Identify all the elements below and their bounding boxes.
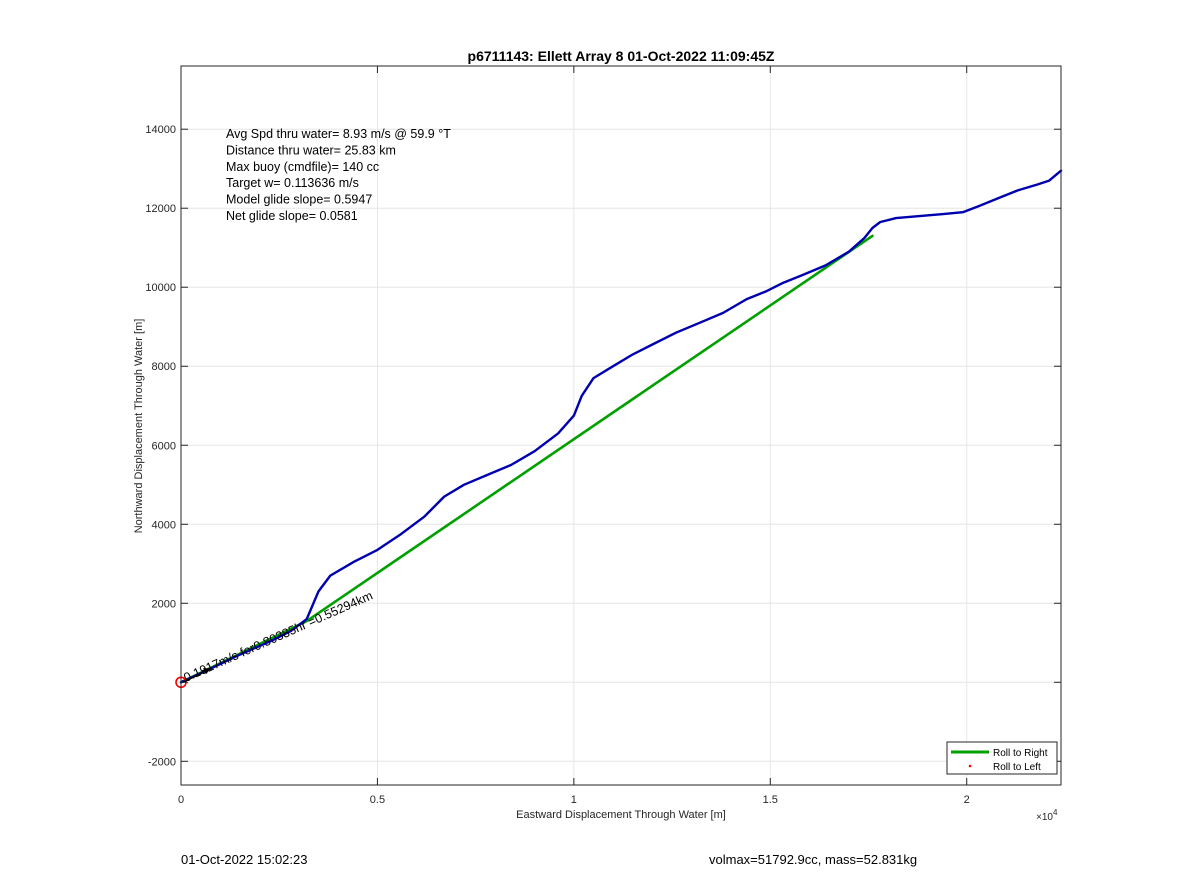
series-layer [175, 169, 1063, 689]
x-tick-label: 0.5 [370, 794, 385, 806]
x-axis-label: Eastward Displacement Through Water [m] [516, 809, 726, 821]
legend-label-roll-right: Roll to Right [993, 748, 1048, 759]
x-tick-label: 1 [571, 794, 577, 806]
y-tick-label: 14000 [145, 124, 176, 136]
stats-annotation: Avg Spd thru water= 8.93 m/s @ 59.9 °T Di… [226, 127, 451, 223]
y-tick-label: 12000 [145, 203, 176, 215]
x-exponent: ×104 [1036, 808, 1058, 823]
y-tick-label: -2000 [148, 756, 176, 768]
series-trajectory-line [179, 169, 1063, 684]
x-exponent-base: ×10 [1036, 812, 1053, 823]
legend: Roll to Right Roll to Left [946, 741, 1058, 775]
legend-label-roll-left: Roll to Left [993, 762, 1041, 773]
y-tick-label: 10000 [145, 282, 176, 294]
annotation-line: Max buoy (cmdfile)= 140 cc [226, 160, 379, 174]
footer-summary: volmax=51792.9cc, mass=52.831kg [709, 852, 918, 867]
axes-box [180, 65, 1062, 786]
annotation-line: Net glide slope= 0.0581 [226, 209, 358, 223]
y-tick-label: 4000 [152, 519, 176, 531]
footer-timestamp: 01-Oct-2022 15:02:23 [181, 852, 308, 867]
y-tick-label: 2000 [152, 598, 176, 610]
x-tick-label: 1.5 [763, 794, 778, 806]
annotation-line: Target w= 0.113636 m/s [226, 176, 359, 190]
x-tick-label: 0 [178, 794, 184, 806]
series-roll-to-right-line [179, 234, 874, 684]
legend-swatch-roll-left [968, 764, 972, 768]
y-axis-label: Northward Displacement Through Water [m] [133, 319, 145, 534]
legend-box [946, 741, 1058, 775]
axis-ticks: 0 0.5 1 1.5 2 -2000 2000 4000 6000 8000 10000 12000… [145, 66, 1061, 806]
y-tick-label: 8000 [152, 361, 176, 373]
annotation-line: Distance thru water= 25.83 km [226, 143, 396, 157]
drift-arrow-head [203, 668, 211, 675]
annotation-line: Avg Spd thru water= 8.93 m/s @ 59.9 °T [226, 127, 451, 141]
annotation-line: Model glide slope= 0.5947 [226, 193, 372, 207]
y-tick-label: 6000 [152, 440, 176, 452]
grid-lines [180, 66, 1061, 785]
chart-title: p6711143: Ellett Array 8 01-Oct-2022 11:… [468, 48, 775, 64]
x-tick-label: 2 [964, 794, 970, 806]
x-exponent-power: 4 [1053, 808, 1058, 817]
